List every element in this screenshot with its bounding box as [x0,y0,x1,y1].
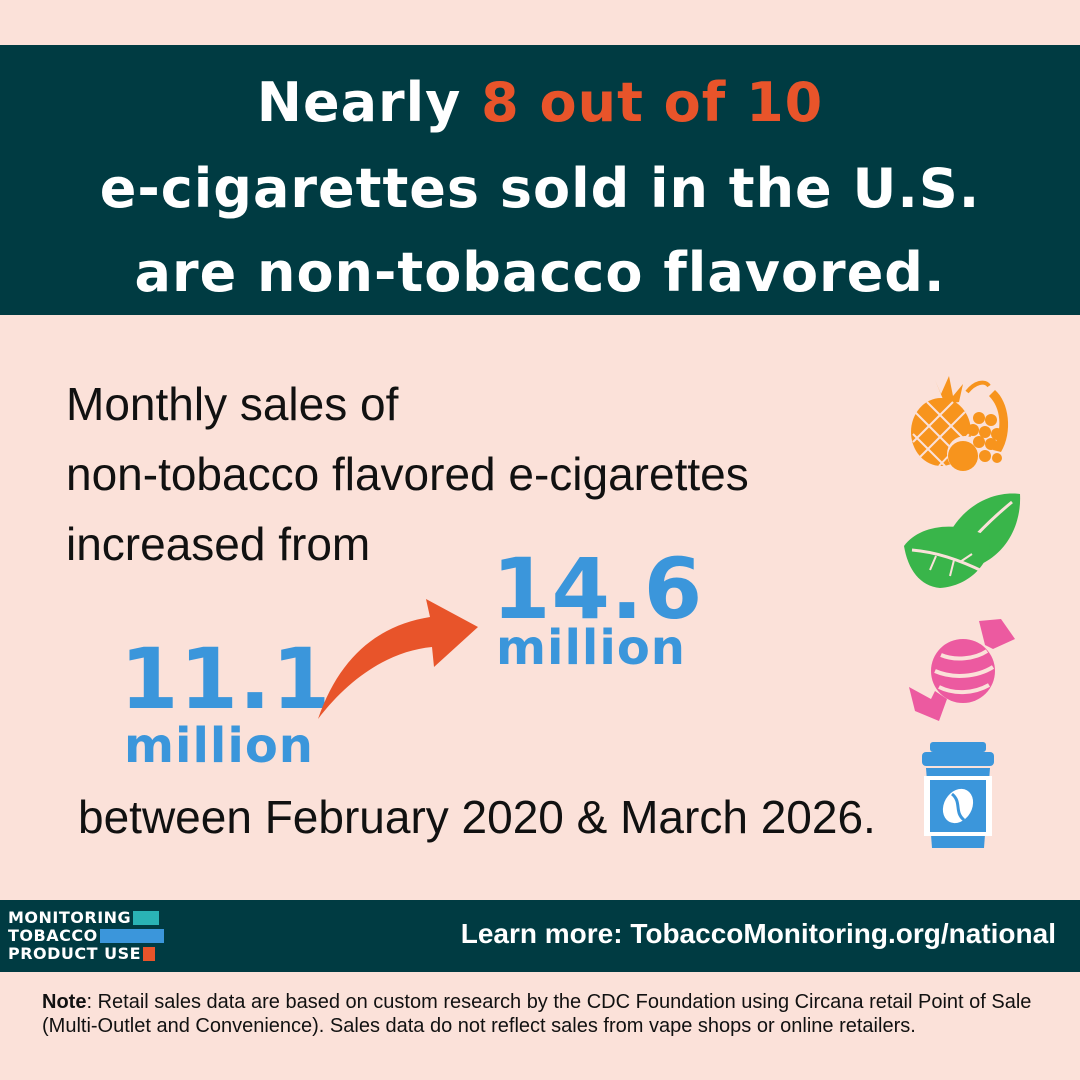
footer-bar: MONITORING TOBACCO PRODUCT USE Learn mor… [0,900,1080,972]
from-unit: million [124,718,314,774]
from-value: 11.1 [120,630,332,728]
logo-bar-teal [133,911,160,925]
fruit-icon [911,376,1009,472]
logo-line-1: MONITORING [8,908,132,927]
logo-line-2: TOBACCO [8,926,98,945]
date-range-text: between February 2020 & March 2026. [78,791,876,843]
footnote: Note: Retail sales data are based on cus… [42,990,1042,1038]
intro-line-2: non-tobacco flavored e-cigarettes [66,448,749,500]
mint-leaf-icon [904,493,1021,588]
headline-line-3: are non-tobacco flavored. [134,241,946,304]
note-text: : Retail sales data are based on custom … [42,991,1032,1037]
intro-line-3: increased from [66,518,371,570]
headline-line-2: e-cigarettes sold in the U.S. [99,157,981,220]
candy-icon [909,619,1015,721]
logo-bar-orange [143,947,156,961]
to-unit: million [496,620,686,676]
note-label: Note [42,991,87,1013]
headline-line-1: Nearly 8 out of 10 [0,71,1080,134]
headline-prefix: Nearly [256,71,482,134]
learn-more-link[interactable]: Learn more: TobaccoMonitoring.org/nation… [460,918,1056,949]
logo-line-3: PRODUCT USE [8,944,142,963]
increase-arrow-icon [318,599,478,719]
coffee-cup-icon [922,742,994,848]
intro-line-1: Monthly sales of [66,378,399,430]
logo-bar-blue [99,929,164,943]
headline-highlight: 8 out of 10 [481,71,824,134]
headline-banner: Nearly 8 out of 10 e-cigarettes sold in … [0,45,1080,315]
to-value: 14.6 [492,540,704,638]
mtpu-logo: MONITORING TOBACCO PRODUCT USE [8,909,164,963]
